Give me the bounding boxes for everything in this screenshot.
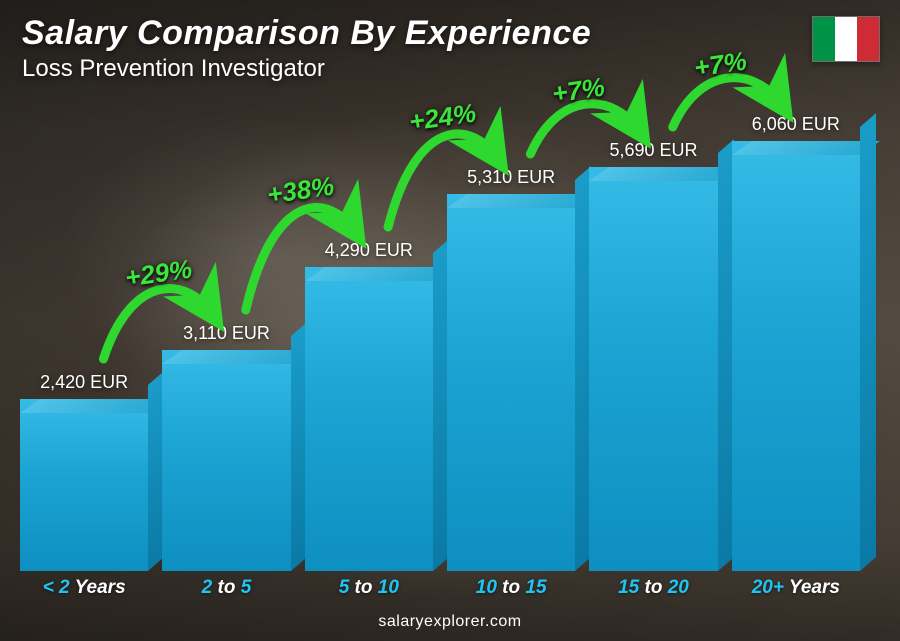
- bar-column: 3,110 EUR: [162, 323, 290, 571]
- bar-top-face: [447, 194, 595, 208]
- flag-stripe-red: [857, 17, 879, 61]
- bar-front-face: [447, 194, 575, 571]
- bar-top-face: [162, 350, 310, 364]
- bar: [447, 194, 575, 571]
- bar-column: 4,290 EUR: [305, 240, 433, 571]
- bar-top-face: [20, 399, 168, 413]
- x-tick: 15 to 20: [589, 577, 717, 599]
- bar-front-face: [589, 167, 717, 571]
- chart-subtitle: Loss Prevention Investigator: [22, 55, 591, 83]
- bar: [20, 399, 148, 571]
- x-tick: 10 to 15: [447, 577, 575, 599]
- flag-stripe-green: [813, 17, 835, 61]
- bar-value-label: 2,420 EUR: [40, 372, 128, 393]
- bar: [305, 267, 433, 571]
- footer-source: salaryexplorer.com: [0, 613, 900, 631]
- bar-value-label: 4,290 EUR: [325, 240, 413, 261]
- x-tick: < 2 Years: [20, 577, 148, 599]
- chart-title: Salary Comparison By Experience: [22, 14, 591, 53]
- bar-front-face: [305, 267, 433, 571]
- flag-stripe-white: [835, 17, 857, 61]
- x-axis: < 2 Years 2 to 5 5 to 10 10 to 15 15 to 20 20…: [20, 577, 860, 599]
- bar-top-face: [589, 167, 737, 181]
- bar-value-label: 5,690 EUR: [609, 140, 697, 161]
- bar-value-label: 3,110 EUR: [183, 323, 270, 344]
- bar: [162, 350, 290, 571]
- bar-chart: 2,420 EUR 3,110 EUR 4,290 EUR 5,310 EUR 5,69…: [20, 110, 860, 571]
- bar: [589, 167, 717, 571]
- bar-value-label: 6,060 EUR: [752, 114, 840, 135]
- bar-top-face: [732, 141, 880, 155]
- bar-column: 2,420 EUR: [20, 372, 148, 571]
- title-block: Salary Comparison By Experience Loss Pre…: [22, 14, 591, 83]
- bar-side-face: [860, 113, 876, 571]
- bar-front-face: [162, 350, 290, 571]
- bar-column: 5,310 EUR: [447, 167, 575, 571]
- bar-front-face: [20, 399, 148, 571]
- bar-column: 6,060 EUR: [732, 114, 860, 571]
- x-tick: 5 to 10: [305, 577, 433, 599]
- bar: [732, 141, 860, 571]
- bar-column: 5,690 EUR: [589, 140, 717, 571]
- country-flag-italy: [812, 16, 880, 62]
- bar-top-face: [305, 267, 453, 281]
- bar-front-face: [732, 141, 860, 571]
- x-tick: 20+ Years: [732, 577, 860, 599]
- bar-value-label: 5,310 EUR: [467, 167, 555, 188]
- x-tick: 2 to 5: [162, 577, 290, 599]
- chart-stage: Salary Comparison By Experience Loss Pre…: [0, 0, 900, 641]
